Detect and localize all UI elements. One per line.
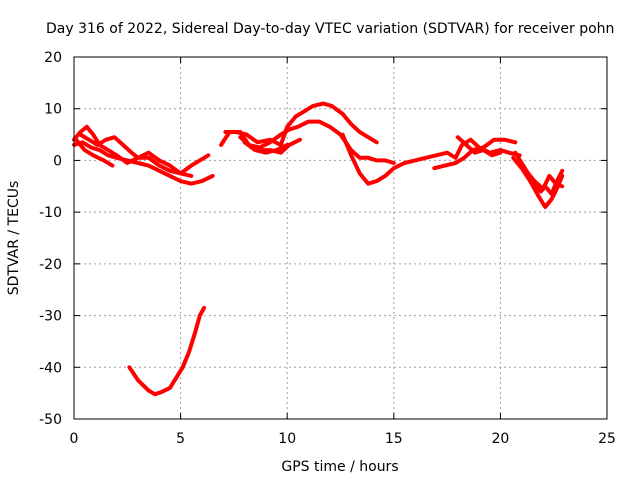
- series-line-track-g: [223, 101, 379, 147]
- y-tick-label: -50: [39, 412, 62, 428]
- y-tick-labels: 20 10 0 -10 -20 -30 -40 -50: [39, 50, 62, 428]
- series-line-track-o: [524, 168, 565, 191]
- x-tick-label: 25: [598, 431, 616, 447]
- x-tick-label: 5: [176, 431, 185, 447]
- series-line-track-d: [74, 137, 115, 168]
- x-tick-label: 10: [278, 431, 296, 447]
- y-tick-label: 0: [53, 153, 62, 169]
- series-line-track-e: [127, 305, 207, 397]
- series-line-track-c: [78, 132, 194, 178]
- x-tick-label: 0: [70, 431, 79, 447]
- y-tick-label: -40: [39, 360, 62, 376]
- series-line-track-m: [513, 150, 565, 196]
- x-tick-label: 15: [385, 431, 403, 447]
- series-line-track-b: [72, 140, 215, 186]
- y-tick-label: -30: [39, 309, 62, 325]
- axis-ticks: [73, 56, 608, 420]
- series-line-track-h: [238, 119, 396, 165]
- grid-lines: [74, 57, 607, 419]
- y-tick-label: 20: [44, 50, 62, 66]
- x-tick-labels: 0 5 10 15 20 25: [70, 431, 616, 447]
- x-tick-label: 20: [491, 431, 509, 447]
- series-line-track-n: [511, 155, 565, 209]
- x-axis-label: GPS time / hours: [281, 459, 398, 475]
- series-line-track-l: [455, 135, 503, 158]
- y-axis-label: SDTVAR / TECUs: [6, 181, 22, 296]
- series-line-track-i: [242, 140, 290, 155]
- series-traces: [72, 101, 565, 397]
- plot-frame: [73, 56, 608, 420]
- y-tick-label: 10: [44, 102, 62, 118]
- y-tick-label: -20: [39, 257, 62, 273]
- y-tick-label: -10: [39, 205, 62, 221]
- chart-title: Day 316 of 2022, Sidereal Day-to-day VTE…: [46, 21, 614, 37]
